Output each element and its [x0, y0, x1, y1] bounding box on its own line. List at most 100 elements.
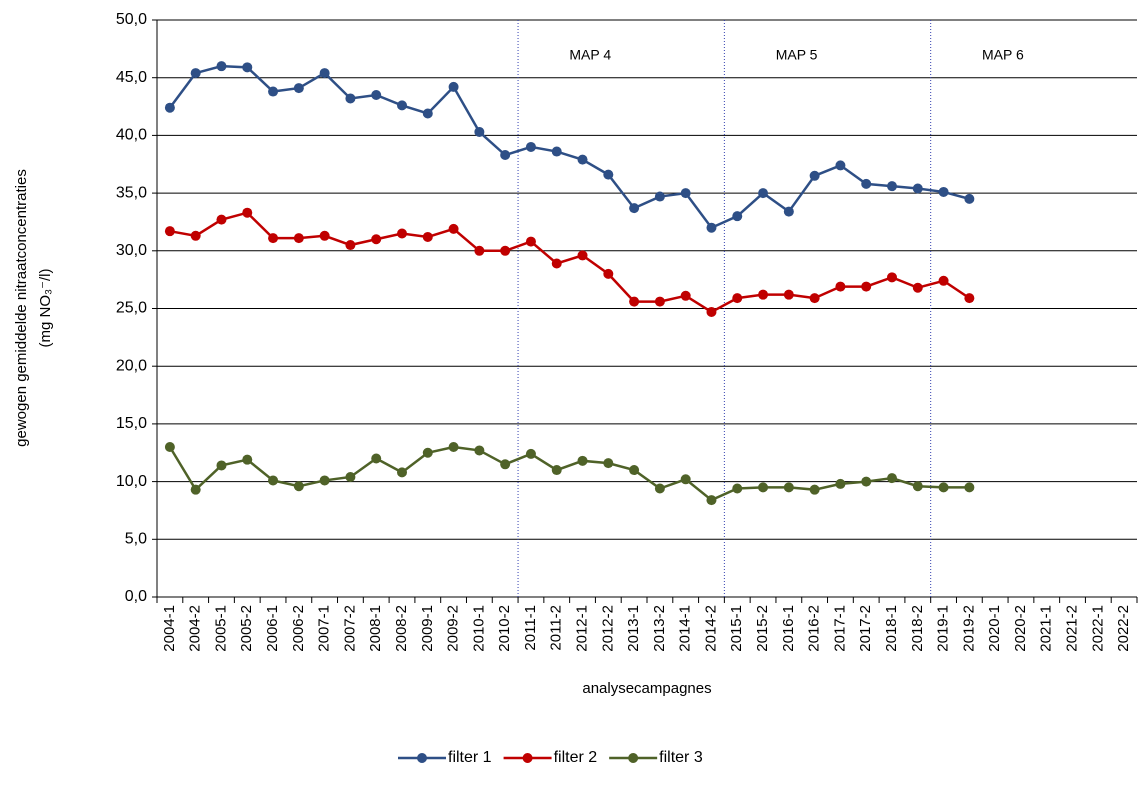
x-tick-label: 2020-1: [986, 605, 1003, 652]
data-point: [912, 282, 923, 293]
y-tick-label: 50,0: [116, 11, 147, 28]
data-point: [371, 234, 382, 245]
data-point: [938, 482, 949, 493]
data-point: [809, 293, 820, 304]
x-axis-title: analysecampagnes: [582, 680, 711, 697]
data-point: [629, 203, 640, 214]
data-point: [319, 230, 330, 241]
data-point: [861, 178, 872, 189]
data-point: [680, 290, 691, 301]
y-axis-title: gewogen gemiddelde nitraatconcentraties: [13, 169, 30, 447]
data-point: [242, 62, 253, 73]
data-point: [397, 467, 407, 478]
x-tick-label: 2012-1: [573, 605, 590, 652]
data-point: [268, 86, 279, 97]
y-tick-label: 35,0: [116, 184, 147, 201]
data-point: [680, 474, 691, 485]
data-point: [551, 465, 562, 476]
x-tick-label: 2005-1: [212, 605, 229, 652]
data-point: [654, 191, 665, 202]
data-point: [577, 455, 588, 466]
data-point: [371, 453, 382, 464]
data-point: [912, 183, 923, 194]
legend-label: filter 3: [659, 749, 703, 766]
data-point: [912, 481, 923, 492]
x-tick-label: 2006-2: [290, 605, 307, 652]
data-point: [654, 296, 665, 307]
data-point: [629, 465, 640, 476]
data-point: [268, 233, 279, 244]
data-point: [525, 141, 536, 152]
data-point: [964, 293, 975, 304]
data-point: [500, 459, 511, 470]
x-tick-label: 2010-1: [470, 605, 487, 652]
y-axis-title: (mg NO₃⁻/l): [37, 268, 54, 347]
x-tick-label: 2021-2: [1063, 605, 1080, 652]
x-tick-label: 2012-2: [599, 605, 616, 652]
data-point: [216, 460, 227, 471]
x-tick-label: 2007-2: [341, 605, 358, 652]
y-tick-label: 5,0: [125, 531, 147, 548]
series-line: [169, 211, 971, 314]
data-point: [448, 81, 459, 92]
y-tick-label: 30,0: [116, 242, 147, 259]
data-point: [732, 483, 743, 494]
x-tick-label: 2017-2: [857, 605, 874, 652]
data-point: [706, 222, 717, 233]
data-point: [706, 495, 717, 506]
data-point: [577, 250, 588, 261]
x-tick-label: 2018-2: [909, 605, 926, 652]
data-point: [732, 211, 743, 222]
data-point: [758, 188, 769, 199]
x-tick-label: 2010-2: [496, 605, 513, 652]
data-point: [293, 233, 304, 244]
legend-label: filter 2: [554, 749, 598, 766]
data-point: [474, 245, 485, 256]
data-point: [551, 146, 562, 157]
y-tick-label: 0,0: [125, 588, 147, 605]
data-point: [293, 83, 304, 94]
data-point: [732, 293, 743, 304]
x-tick-label: 2019-2: [960, 605, 977, 652]
data-point: [629, 296, 640, 307]
data-point: [371, 90, 382, 101]
legend-label: filter 1: [448, 749, 492, 766]
y-tick-label: 25,0: [116, 300, 147, 317]
x-tick-label: 2005-2: [238, 605, 255, 652]
data-point: [861, 476, 872, 487]
data-point: [835, 478, 846, 489]
data-point: [603, 169, 614, 180]
data-point: [809, 170, 820, 181]
data-point: [448, 441, 459, 452]
x-tick-label: 2015-2: [754, 605, 771, 652]
data-point: [422, 108, 433, 119]
data-point: [887, 473, 897, 484]
data-point: [216, 61, 227, 72]
data-point: [190, 484, 201, 495]
x-tick-label: 2018-1: [883, 605, 900, 652]
annotation: MAP 4: [569, 47, 611, 63]
data-point: [474, 445, 485, 456]
data-point: [164, 226, 175, 237]
x-tick-label: 2008-1: [367, 605, 384, 652]
series-line: [168, 445, 970, 502]
data-point: [345, 471, 356, 482]
data-point: [783, 482, 794, 493]
data-point: [758, 289, 769, 300]
x-tick-label: 2013-1: [625, 605, 642, 652]
x-tick-label: 2006-1: [264, 605, 281, 652]
data-point: [216, 214, 227, 225]
x-tick-label: 2007-1: [316, 605, 333, 652]
y-tick-label: 15,0: [116, 415, 147, 432]
data-point: [164, 441, 175, 452]
x-tick-label: 2013-2: [651, 605, 668, 652]
data-point: [706, 306, 717, 317]
legend-marker: [417, 753, 427, 763]
annotation: MAP 5: [776, 47, 818, 63]
data-point: [268, 475, 279, 486]
x-tick-label: 2009-2: [445, 605, 462, 652]
data-point: [758, 482, 769, 493]
x-tick-label: 2009-1: [419, 605, 436, 652]
x-tick-label: 2016-1: [780, 605, 797, 652]
data-point: [680, 188, 691, 199]
